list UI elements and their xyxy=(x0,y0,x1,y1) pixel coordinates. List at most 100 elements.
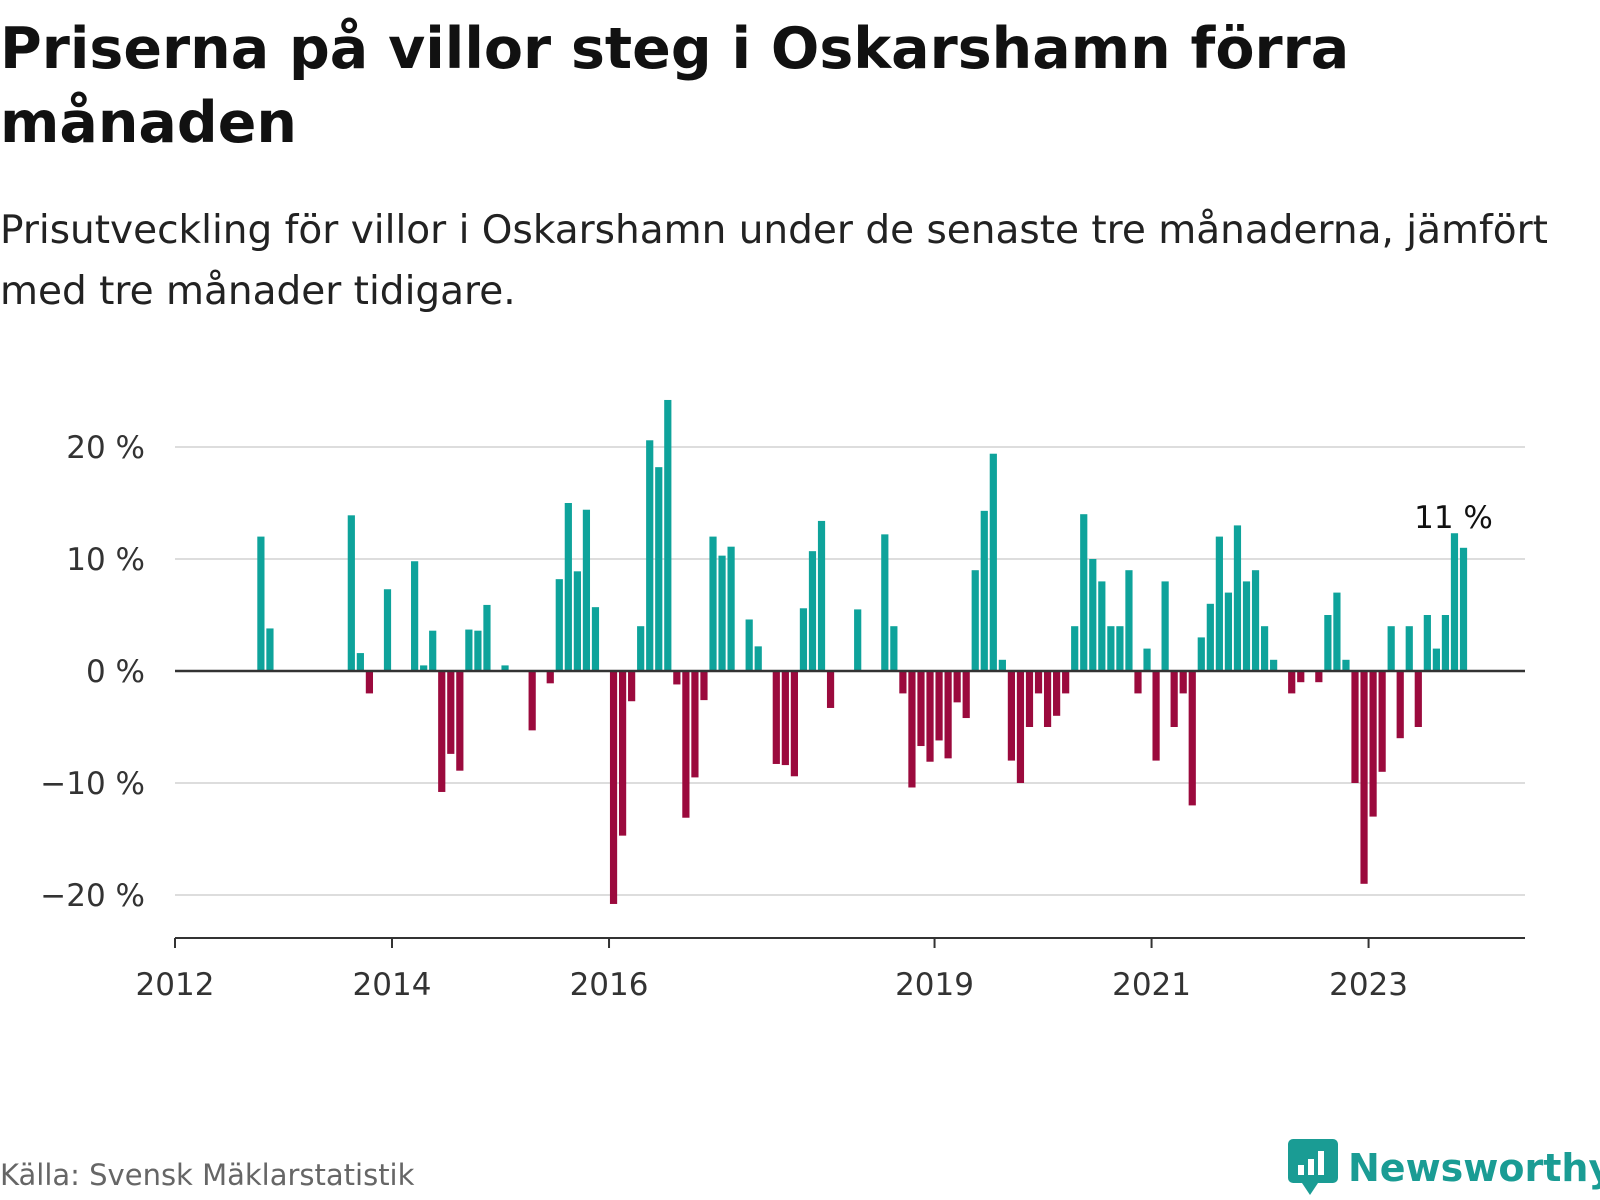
bar xyxy=(890,626,898,671)
bar xyxy=(582,509,591,671)
bar xyxy=(700,671,708,701)
bar xyxy=(1297,671,1305,683)
bar xyxy=(1188,671,1196,806)
bar xyxy=(1387,626,1395,671)
bar xyxy=(908,671,916,788)
bar xyxy=(1080,514,1088,671)
bar xyxy=(899,671,907,694)
bar xyxy=(799,608,808,671)
y-tick-label: 0 % xyxy=(86,654,145,690)
bar xyxy=(1170,671,1178,727)
bar xyxy=(790,671,798,777)
bar xyxy=(1053,671,1061,716)
bar xyxy=(682,671,690,818)
bar xyxy=(817,520,826,671)
bar xyxy=(1152,671,1160,761)
bar xyxy=(573,571,581,671)
bar xyxy=(1107,626,1115,671)
bar xyxy=(935,671,943,741)
bar xyxy=(1441,615,1450,671)
bar xyxy=(745,619,753,671)
bar xyxy=(989,453,997,671)
bar xyxy=(1351,671,1359,783)
bar xyxy=(483,604,491,671)
bar xyxy=(781,671,789,766)
bar xyxy=(1378,671,1386,772)
bar xyxy=(926,671,934,762)
bar xyxy=(944,671,952,759)
bar xyxy=(591,607,600,671)
y-tick-label: 20 % xyxy=(66,430,145,466)
bar xyxy=(826,671,835,708)
bar xyxy=(1224,592,1233,671)
bar xyxy=(664,399,672,671)
bar xyxy=(1161,581,1169,671)
bar xyxy=(1432,648,1440,671)
bar xyxy=(881,534,889,671)
bar xyxy=(257,536,265,671)
y-tick-label: −20 % xyxy=(40,878,145,914)
bar xyxy=(1025,671,1034,727)
bar xyxy=(1016,671,1025,783)
y-tick-label: −10 % xyxy=(40,766,145,802)
bar xyxy=(447,671,455,754)
bar xyxy=(1043,671,1052,727)
bar xyxy=(718,555,726,671)
bar xyxy=(1143,648,1151,671)
bar xyxy=(727,546,735,671)
bar xyxy=(1459,547,1468,671)
bar xyxy=(411,561,419,671)
bar xyxy=(1450,533,1459,671)
bar xyxy=(1179,671,1187,694)
bar xyxy=(628,671,636,702)
bar xyxy=(456,671,464,771)
newsworthy-logo[interactable]: Newsworthy xyxy=(1288,1138,1600,1198)
bar xyxy=(1242,581,1251,671)
x-tick-label: 2019 xyxy=(895,967,974,1003)
bar xyxy=(528,671,536,731)
chart-subtitle: Prisutveckling för villor i Oskarshamn u… xyxy=(0,208,1548,314)
bar xyxy=(691,671,699,778)
bar xyxy=(1071,626,1079,671)
x-tick-label: 2016 xyxy=(570,967,649,1003)
bar xyxy=(1089,559,1097,671)
bar xyxy=(429,630,437,671)
bar xyxy=(546,671,554,684)
y-tick-label: 10 % xyxy=(66,542,145,578)
bar xyxy=(1423,615,1431,671)
x-tick-label: 2023 xyxy=(1329,967,1408,1003)
bar xyxy=(673,671,681,685)
bar xyxy=(266,628,274,671)
bar xyxy=(1007,671,1016,761)
bar xyxy=(1405,626,1413,671)
bar xyxy=(383,589,392,671)
grid-lines xyxy=(175,446,1525,896)
bar xyxy=(1333,592,1341,671)
bar xyxy=(1369,671,1377,817)
bar xyxy=(474,630,482,671)
bar xyxy=(1125,570,1133,671)
bar-chart: 20 % 10 % 0 % −10 % −20 % 2012 2014 2016 2019 202… xyxy=(40,399,1525,1003)
bar xyxy=(971,570,979,671)
bar xyxy=(1396,671,1404,739)
bar xyxy=(1034,671,1043,694)
bar xyxy=(356,653,364,671)
bar xyxy=(555,579,563,671)
bar xyxy=(1342,659,1350,671)
bar xyxy=(1116,626,1124,671)
bar xyxy=(1288,671,1296,694)
bar xyxy=(564,503,572,671)
bar xyxy=(646,440,654,671)
bar xyxy=(420,665,428,671)
bar xyxy=(465,629,473,671)
bar xyxy=(772,671,780,764)
bar xyxy=(1098,581,1106,671)
bar xyxy=(1315,671,1323,683)
axes xyxy=(174,669,1525,948)
bar xyxy=(1414,671,1422,727)
last-value-annotation: 11 % xyxy=(1414,500,1493,536)
chart-title: Priserna på villor steg i Oskarshamn för… xyxy=(0,16,1350,156)
bar xyxy=(709,536,717,671)
bar xyxy=(754,646,762,671)
bar xyxy=(1324,615,1332,671)
